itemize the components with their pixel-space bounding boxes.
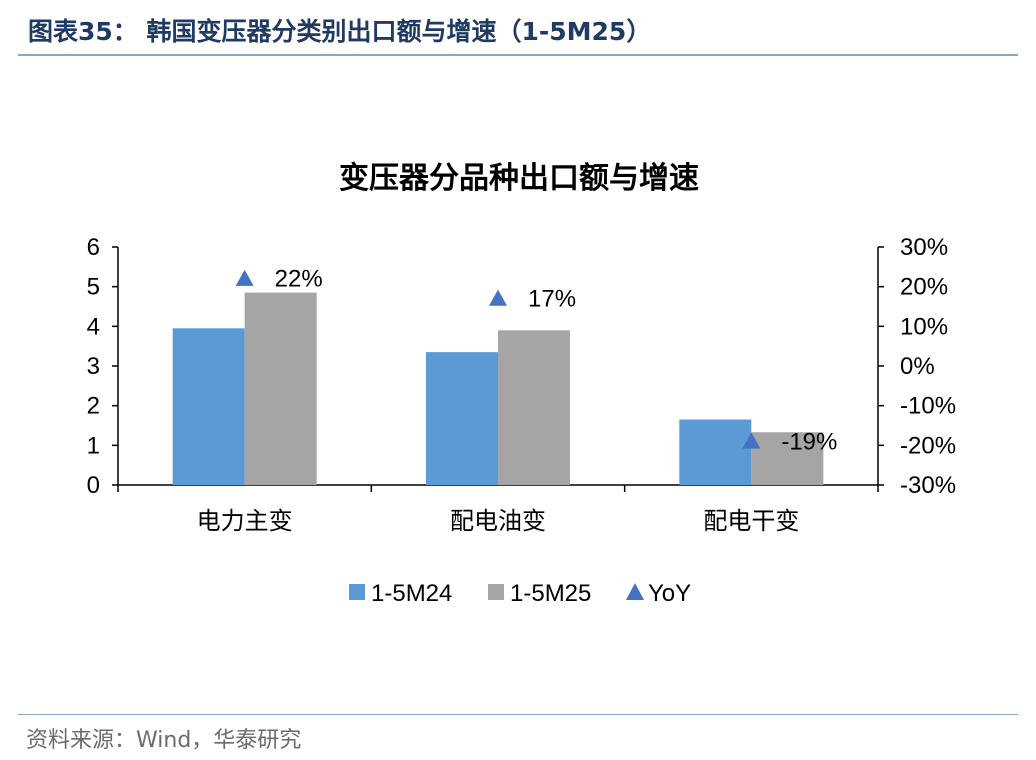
header-divider <box>18 54 1018 56</box>
legend-label: YoY <box>648 580 691 607</box>
yoy-data-label: -19% <box>781 428 837 455</box>
bar <box>498 330 570 485</box>
bars <box>172 292 824 485</box>
legend-label: 1-5M25 <box>510 580 591 607</box>
bar <box>244 292 317 485</box>
source-note: 资料来源：Wind，华泰研究 <box>26 728 302 753</box>
y-tick-label: 6 <box>87 234 100 261</box>
bar <box>751 432 824 485</box>
y-tick-label: 0 <box>87 472 100 499</box>
yoy-marker <box>235 269 254 286</box>
y2-tick-label: -20% <box>900 432 956 459</box>
yoy-marker <box>742 432 761 449</box>
bar <box>426 352 498 485</box>
y2-tick-label: -30% <box>900 472 956 499</box>
y-tick-label: 1 <box>87 432 100 459</box>
yoy-marker <box>489 289 507 306</box>
legend-marker <box>626 583 644 600</box>
y-tick-label: 2 <box>87 393 100 420</box>
y2-tick-label: 20% <box>900 274 948 301</box>
y2-tick-label: 10% <box>900 313 948 340</box>
figure-title: 图表35： 韩国变压器分类别出口额与增速（1-5M25） <box>28 17 652 46</box>
report-header: 图表35： 韩国变压器分类别出口额与增速（1-5M25） <box>0 0 1036 58</box>
y-tick-label: 4 <box>87 313 100 340</box>
yoy-markers: 22% 17% -19% <box>235 266 837 455</box>
axes: 0 1 2 3 4 5 6 -30% -20% -10% 0% 10% 20% 30% 电力主变 配电油变 配电… <box>87 234 956 535</box>
y-tick-label: 5 <box>87 274 100 301</box>
legend-swatch <box>349 584 365 600</box>
footer-divider <box>18 714 1018 715</box>
legend-swatch <box>488 584 504 600</box>
y-tick-label: 3 <box>87 353 100 380</box>
chart-title: 变压器分品种出口额与增速 <box>339 161 699 196</box>
bar <box>172 328 245 485</box>
y2-tick-label: -10% <box>900 393 956 420</box>
yoy-data-label: 17% <box>528 286 576 313</box>
x-tick-label: 电力主变 <box>197 507 293 535</box>
legend-label: 1-5M24 <box>371 580 452 607</box>
bar <box>679 419 752 485</box>
chart: 变压器分品种出口额与增速 0 1 2 3 4 5 6 -30% -20% -10% 0% 10% 20%… <box>87 161 956 607</box>
y2-tick-label: 0% <box>900 353 935 380</box>
legend: 1-5M24 1-5M25 YoY <box>349 580 691 607</box>
x-tick-label: 配电干变 <box>703 507 799 535</box>
yoy-data-label: 22% <box>275 266 323 293</box>
y2-tick-label: 30% <box>900 234 948 261</box>
x-tick-label: 配电油变 <box>450 507 546 535</box>
